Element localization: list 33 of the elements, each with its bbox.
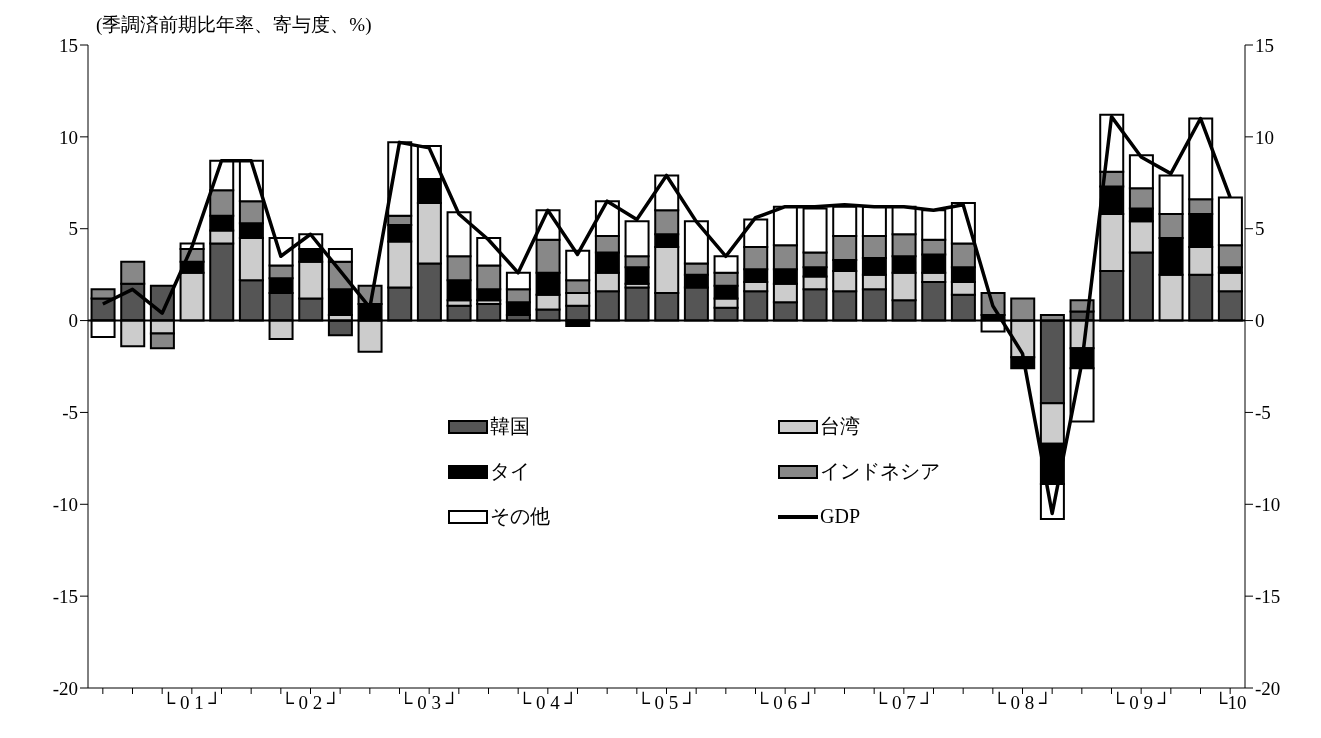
x-tick-label: └ 0 8 ┘ <box>992 691 1053 714</box>
legend-label: 韓国 <box>490 414 530 439</box>
y2-tick-label: -15 <box>1255 585 1281 607</box>
y2-tick-label: 15 <box>1255 34 1274 56</box>
y2-tick-label: 10 <box>1255 126 1274 148</box>
legend-label: インドネシア <box>820 459 940 484</box>
x-tick-label: └ 0 9 ┘ <box>1111 691 1172 714</box>
x-tick-label: └ 0 7 ┘ <box>873 691 934 714</box>
legend-label: 台湾 <box>820 414 860 439</box>
y2-tick-label: -10 <box>1255 494 1281 516</box>
y2-tick-label: 5 <box>1255 218 1265 240</box>
y2-tick-label: -5 <box>1255 402 1271 424</box>
x-tick-label: └ 0 5 ┘ <box>636 691 697 714</box>
y-tick-label: -20 <box>52 677 78 699</box>
x-tick-label: └ 0 2 ┘ <box>280 691 341 714</box>
y-tick-label: -5 <box>62 402 78 424</box>
y-tick-label: -15 <box>52 585 78 607</box>
x-tick-label: └ 0 3 ┘ <box>399 691 460 714</box>
x-tick-label: └ 0 6 ┘ <box>755 691 816 714</box>
y-tick-label: 0 <box>68 310 78 332</box>
y2-tick-label: 0 <box>1255 310 1265 332</box>
legend-label: GDP <box>820 505 861 528</box>
x-tick-label: └10 <box>1213 691 1247 714</box>
y-axis-title: (季調済前期比年率、寄与度、%) <box>96 13 372 37</box>
y-tick-label: 10 <box>59 126 78 148</box>
y2-tick-label: -20 <box>1255 677 1281 699</box>
x-tick-label: └ 0 1 ┘ <box>161 691 222 714</box>
legend-label: その他 <box>490 504 550 529</box>
y-tick-label: 5 <box>68 218 78 240</box>
y-tick-label: 15 <box>59 34 78 56</box>
legend-label: タイ <box>490 459 530 484</box>
x-tick-label: └ 0 4 ┘ <box>517 691 578 714</box>
y-tick-label: -10 <box>52 494 78 516</box>
